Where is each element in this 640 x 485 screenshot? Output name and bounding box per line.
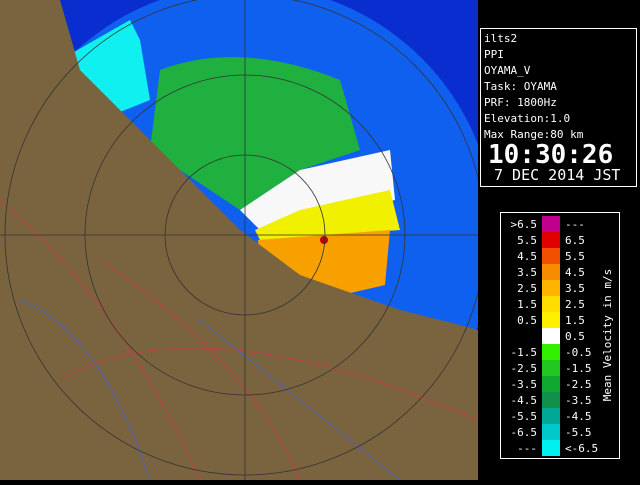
legend-swatch [542,280,560,296]
info-line: PRF: 1800Hz [484,96,557,109]
legend-left-label: -6.5 [511,426,538,439]
legend-swatch [542,328,560,344]
legend-rows: >6.5 --- 5.5 6.5 4.5 5.5 3.5 4.5 2.5 3.5 1.5 2.5 0.5… [511,216,598,456]
legend-right-label: 1.5 [565,314,585,327]
legend-swatch [542,408,560,424]
date: 7 DEC 2014 JST [494,166,620,184]
legend-right-label: -1.5 [565,362,592,375]
legend-right-label: -2.5 [565,378,592,391]
legend-swatch [542,264,560,280]
legend-left-label: 0.5 [517,314,537,327]
legend-left-label: 4.5 [517,250,537,263]
info-line: PPI [484,48,504,61]
radar-map [0,0,495,485]
legend-swatch [542,232,560,248]
legend-right-label: -4.5 [565,410,592,423]
legend-left-label: -1.5 [511,346,538,359]
legend-left-label: --- [517,442,537,455]
legend-swatch [542,296,560,312]
legend-title: Mean Velocity in m/s [601,269,614,401]
info-line: ilts2 [484,32,517,45]
legend-swatch [542,216,560,232]
legend-swatch [542,376,560,392]
legend-swatch [542,360,560,376]
echo-cyan [60,20,150,120]
legend-right-label: <-6.5 [565,442,598,455]
legend-right-label: -5.5 [565,426,592,439]
echo-white [240,150,395,230]
legend-right-label: 0.5 [565,330,585,343]
legend-left-label: 1.5 [517,298,537,311]
legend-left-label: -3.5 [511,378,538,391]
legend-left-label: 2.5 [517,282,537,295]
echo-yellow [255,190,400,240]
legend-left-label: >6.5 [511,218,538,231]
echo-green [150,57,360,211]
land [0,0,478,480]
legend-right-label: -3.5 [565,394,592,407]
legend-left-label: 5.5 [517,234,537,247]
info-lines: ilts2 PPI OYAMA_V Task: OYAMA PRF: 1800Hz Ele… [484,32,584,141]
info-line: Max Range:80 km [484,128,584,141]
rivers [19,299,401,481]
info-line: OYAMA_V [484,64,531,77]
legend-left-label: -2.5 [511,362,538,375]
info-line: Elevation:1.0 [484,112,570,125]
legend-swatch [542,344,560,360]
legend-swatch [542,424,560,440]
legend-box [500,212,620,459]
legend-swatch [542,248,560,264]
legend-swatch [542,312,560,328]
legend-left-label: 3.5 [517,266,537,279]
legend-left-label: -4.5 [511,394,538,407]
legend-right-label: --- [565,218,585,231]
roads [0,199,479,481]
legend-left-label: -5.5 [511,410,538,423]
legend-right-label: 5.5 [565,250,585,263]
legend-right-label: -0.5 [565,346,592,359]
legend-swatch [542,440,560,456]
info-box [480,28,637,187]
legend-right-label: 2.5 [565,298,585,311]
legend-right-label: 4.5 [565,266,585,279]
legend-swatch [542,392,560,408]
echo-red [320,236,328,244]
time: 10:30:26 [488,140,613,170]
info-line: Task: OYAMA [484,80,557,93]
legend-right-label: 6.5 [565,234,585,247]
legend-right-label: 3.5 [565,282,585,295]
